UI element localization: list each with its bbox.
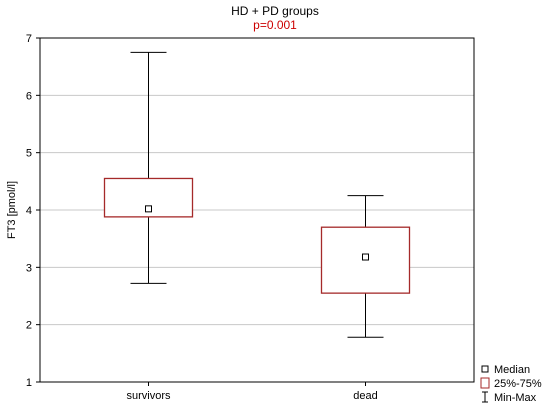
legend-median-swatch — [481, 365, 489, 373]
legend-item: Median — [481, 364, 530, 376]
y-axis-label: FT3 [pmol/l] — [6, 181, 18, 239]
chart-title: HD + PD groups — [231, 4, 319, 18]
x-tick-label: survivors — [126, 390, 171, 402]
legend-label: Median — [494, 364, 530, 376]
legend-label: Min-Max — [494, 392, 537, 404]
legend-box-swatch — [480, 377, 490, 389]
y-tick-label: 6 — [26, 90, 32, 102]
legend-item: 25%-75% — [480, 377, 542, 390]
box-survivors — [103, 51, 194, 284]
chart-subtitle: p=0.001 — [253, 18, 297, 32]
median-marker — [145, 205, 152, 213]
legend-label: 25%-75% — [494, 378, 542, 390]
y-tick-label: 4 — [26, 205, 32, 217]
y-tick-label: 3 — [26, 262, 32, 274]
median-marker — [362, 253, 369, 261]
box-dead — [320, 195, 411, 338]
y-tick-label: 2 — [26, 320, 32, 332]
y-tick-label: 1 — [26, 377, 32, 389]
x-tick-label: dead — [353, 390, 377, 402]
legend-item: Min-Max — [482, 391, 537, 404]
y-tick-label: 7 — [26, 33, 32, 45]
y-tick-label: 5 — [26, 148, 32, 160]
